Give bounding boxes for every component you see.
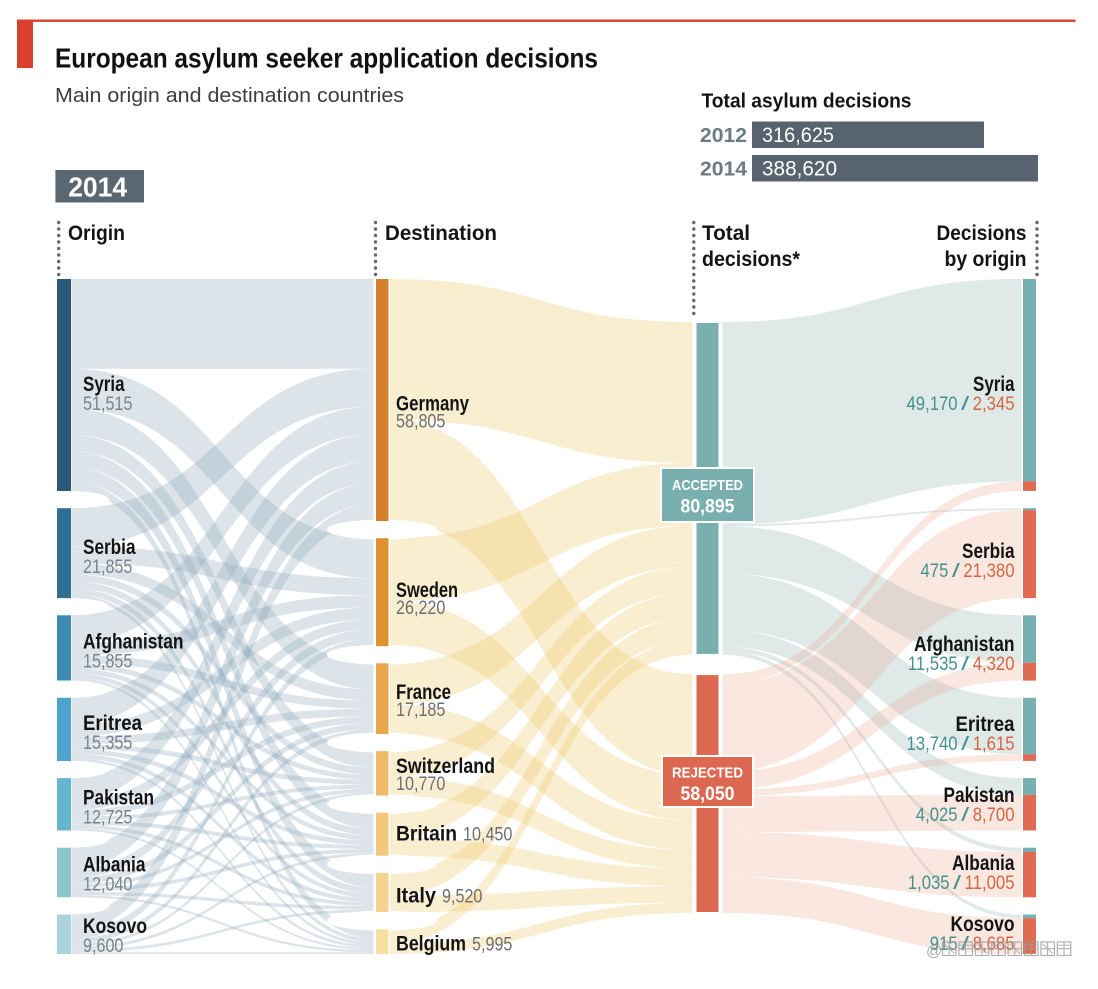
svg-text:Switzerland: Switzerland (396, 755, 495, 778)
svg-text:58,050: 58,050 (681, 784, 735, 805)
svg-text:2014: 2014 (700, 159, 748, 181)
svg-text:Albania: Albania (83, 854, 146, 877)
svg-text:Afghanistan: Afghanistan (914, 633, 1015, 656)
svg-text:58,805: 58,805 (396, 412, 445, 433)
svg-text:Syria: Syria (83, 373, 125, 396)
svg-text:/: / (953, 873, 962, 894)
svg-text:/: / (961, 734, 970, 755)
svg-text:Main origin and destination co: Main origin and destination countries (55, 85, 404, 107)
svg-text:Pakistan: Pakistan (83, 787, 154, 810)
svg-text:9,600: 9,600 (83, 936, 123, 957)
svg-text:13,740: 13,740 (907, 734, 958, 755)
svg-text:Origin: Origin (68, 222, 125, 245)
svg-text:388,620: 388,620 (762, 158, 837, 181)
svg-text:49,170: 49,170 (907, 394, 958, 415)
svg-text:Eritrea: Eritrea (83, 712, 142, 735)
svg-text:21,380: 21,380 (963, 561, 1014, 582)
svg-text:Belgium: Belgium (396, 932, 466, 955)
svg-text:by origin: by origin (945, 248, 1027, 271)
svg-text:15,855: 15,855 (83, 652, 132, 673)
svg-text:26,220: 26,220 (396, 598, 445, 619)
svg-text:decisions*: decisions* (702, 248, 801, 271)
svg-text:Kosovo: Kosovo (83, 915, 147, 938)
svg-text:4,025: 4,025 (916, 805, 958, 826)
svg-text:1,035: 1,035 (908, 873, 950, 894)
svg-text:Serbia: Serbia (83, 536, 136, 559)
svg-text:8,700: 8,700 (973, 805, 1015, 826)
svg-text:12,725: 12,725 (83, 808, 132, 829)
svg-text:REJECTED: REJECTED (672, 765, 743, 782)
svg-text:Total: Total (702, 222, 750, 245)
svg-text:316,625: 316,625 (762, 124, 834, 147)
svg-text:Kosovo: Kosovo (951, 913, 1015, 936)
svg-text:France: France (396, 681, 451, 704)
svg-text:Pakistan: Pakistan (944, 784, 1015, 807)
svg-text:Decisions: Decisions (937, 222, 1027, 245)
svg-text:51,515: 51,515 (83, 394, 132, 415)
svg-text:@: @ (926, 943, 942, 960)
svg-text:Britain: Britain (396, 822, 457, 845)
svg-text:11,535: 11,535 (908, 654, 958, 675)
svg-text:Total asylum decisions: Total asylum decisions (702, 91, 912, 113)
svg-text:4,320: 4,320 (973, 654, 1015, 675)
svg-text:European asylum seeker applica: European asylum seeker application decis… (55, 43, 598, 74)
svg-text:Germany: Germany (396, 393, 469, 416)
svg-text:Afghanistan: Afghanistan (83, 631, 184, 654)
svg-text:Sweden: Sweden (396, 579, 458, 602)
svg-text:1,615: 1,615 (973, 734, 1015, 755)
svg-text:Serbia: Serbia (962, 540, 1015, 563)
svg-text:Eritrea: Eritrea (956, 713, 1015, 736)
svg-text:Destination: Destination (385, 222, 497, 245)
svg-text:21,855: 21,855 (83, 557, 132, 578)
svg-text:2,345: 2,345 (973, 394, 1015, 415)
svg-text:Syria: Syria (973, 373, 1015, 396)
svg-text:/: / (961, 805, 970, 826)
svg-text:80,895: 80,895 (681, 497, 735, 518)
svg-text:Albania: Albania (952, 852, 1015, 875)
svg-text:/: / (961, 654, 970, 675)
svg-text:10,770: 10,770 (396, 774, 445, 795)
svg-text:17,185: 17,185 (396, 700, 445, 721)
svg-text:11,005: 11,005 (965, 873, 1015, 894)
svg-text:9,520: 9,520 (442, 886, 482, 907)
svg-text:Italy: Italy (396, 884, 436, 907)
svg-text:/: / (961, 394, 970, 415)
svg-text:475: 475 (921, 561, 949, 582)
svg-text:2014: 2014 (68, 172, 127, 203)
svg-text:10,450: 10,450 (463, 824, 512, 845)
svg-text:2012: 2012 (700, 125, 747, 147)
svg-text:5,995: 5,995 (472, 934, 512, 955)
svg-text:ACCEPTED: ACCEPTED (672, 477, 743, 494)
svg-text:15,355: 15,355 (83, 733, 132, 754)
svg-text:12,040: 12,040 (83, 875, 132, 896)
svg-text:/: / (952, 561, 961, 582)
